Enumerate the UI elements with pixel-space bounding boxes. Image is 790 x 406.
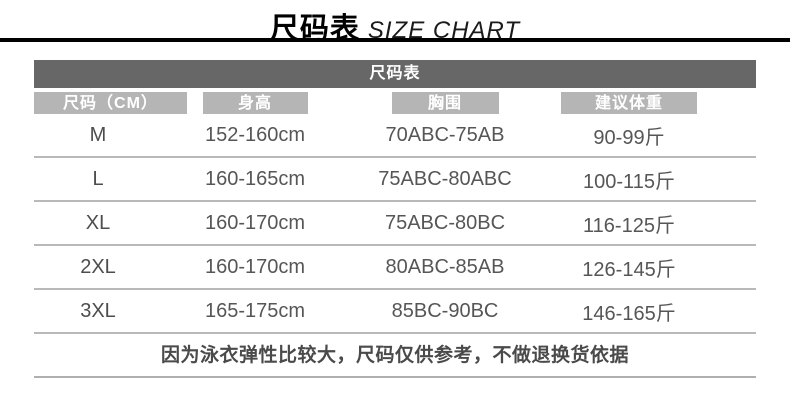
size-chart-disclaimer: 因为泳衣弹性比较大，尺码仅供参考，不做退换货依据 <box>34 334 756 378</box>
table-row: M 152-160cm 70ABC-75AB 90-99斤 <box>34 114 756 158</box>
bust-cell: 75ABC-80BC <box>384 211 506 234</box>
column-header-weight: 建议体重 <box>561 92 697 114</box>
height-cell: 152-160cm <box>204 123 306 146</box>
size-cell: L <box>92 167 104 190</box>
table-row: XL 160-170cm 75ABC-80BC 116-125斤 <box>34 202 756 246</box>
page-title-chinese: 尺码表 <box>269 13 360 45</box>
size-chart-table: 尺码表 尺码（CM） 身高 胸围 建议体重 M 152-160cm 70ABC-… <box>34 60 756 378</box>
table-row: 3XL 165-175cm 85BC-90BC 146-165斤 <box>34 290 756 334</box>
column-header-bust: 胸围 <box>391 92 499 114</box>
height-cell: 160-170cm <box>204 211 306 234</box>
column-header-size: 尺码（CM） <box>34 92 187 114</box>
weight-cell: 126-145斤 <box>582 258 676 281</box>
page-title: 尺码表 SIZE CHART <box>0 0 790 45</box>
height-cell: 160-170cm <box>204 255 306 278</box>
bust-cell: 75ABC-80ABC <box>378 167 512 190</box>
table-title-bar: 尺码表 <box>34 60 756 88</box>
weight-cell: 100-115斤 <box>583 170 675 193</box>
table-row: L 160-165cm 75ABC-80ABC 100-115斤 <box>34 158 756 202</box>
size-cell: XL <box>85 211 111 234</box>
size-cell: 2XL <box>80 255 116 278</box>
weight-cell: 90-99斤 <box>593 126 665 149</box>
height-cell: 165-175cm <box>204 299 306 322</box>
bust-cell: 70ABC-75AB <box>385 123 505 146</box>
height-cell: 160-165cm <box>204 167 306 190</box>
size-cell: 3XL <box>80 299 116 322</box>
table-row: 2XL 160-170cm 80ABC-85AB 126-145斤 <box>34 246 756 290</box>
weight-cell: 116-125斤 <box>583 214 675 237</box>
table-column-headers: 尺码（CM） 身高 胸围 建议体重 <box>34 92 756 114</box>
column-header-height: 身高 <box>202 92 308 114</box>
weight-cell: 146-165斤 <box>582 302 676 325</box>
bust-cell: 85BC-90BC <box>391 299 499 322</box>
bust-cell: 80ABC-85AB <box>385 255 505 278</box>
size-cell: M <box>89 123 107 146</box>
page-title-english: SIZE CHART <box>367 17 521 44</box>
